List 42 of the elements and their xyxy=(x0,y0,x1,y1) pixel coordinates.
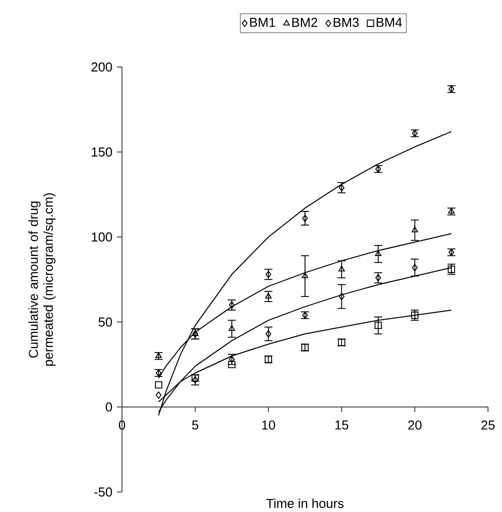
point xyxy=(228,325,236,331)
x-tick-label: 5 xyxy=(192,420,198,430)
legend-label: BM3 xyxy=(334,18,359,27)
point xyxy=(266,330,272,338)
point xyxy=(192,376,198,384)
point xyxy=(302,214,308,222)
point xyxy=(412,226,418,232)
y-tick-label: 0 xyxy=(106,402,112,412)
point xyxy=(302,272,308,278)
x-tick-label: 10 xyxy=(262,420,276,430)
y-tick-label: 150 xyxy=(92,147,112,157)
y-axis-title: Cumulative amount of drug permeated (microgram/sq.cm) xyxy=(28,193,56,366)
line-series xyxy=(158,131,452,416)
y-tick-label: 100 xyxy=(92,232,112,242)
point xyxy=(411,312,418,319)
legend-label: BM1 xyxy=(250,18,276,27)
point xyxy=(374,250,382,256)
point xyxy=(265,292,272,299)
point xyxy=(375,274,382,282)
x-axis-title: Time in hours xyxy=(266,498,344,508)
point xyxy=(412,264,418,272)
point xyxy=(448,248,454,256)
point xyxy=(154,381,162,389)
point xyxy=(156,369,162,377)
legend-label: BM4 xyxy=(376,18,402,27)
x-tick-label: 20 xyxy=(408,420,422,430)
y-tick-label: 200 xyxy=(92,62,112,72)
point xyxy=(374,322,382,330)
point xyxy=(192,374,199,382)
point xyxy=(156,391,162,399)
point xyxy=(266,270,272,278)
x-tick-label: 25 xyxy=(481,420,495,430)
point xyxy=(228,301,235,309)
x-tick-label: 15 xyxy=(335,420,348,430)
point xyxy=(338,184,344,192)
point xyxy=(338,292,344,300)
y-tick-label: -50 xyxy=(94,487,112,497)
legend-label: BM2 xyxy=(292,18,318,27)
point xyxy=(228,356,235,364)
y-tick-label: 50 xyxy=(98,317,112,327)
point xyxy=(448,85,454,93)
point xyxy=(338,266,345,272)
